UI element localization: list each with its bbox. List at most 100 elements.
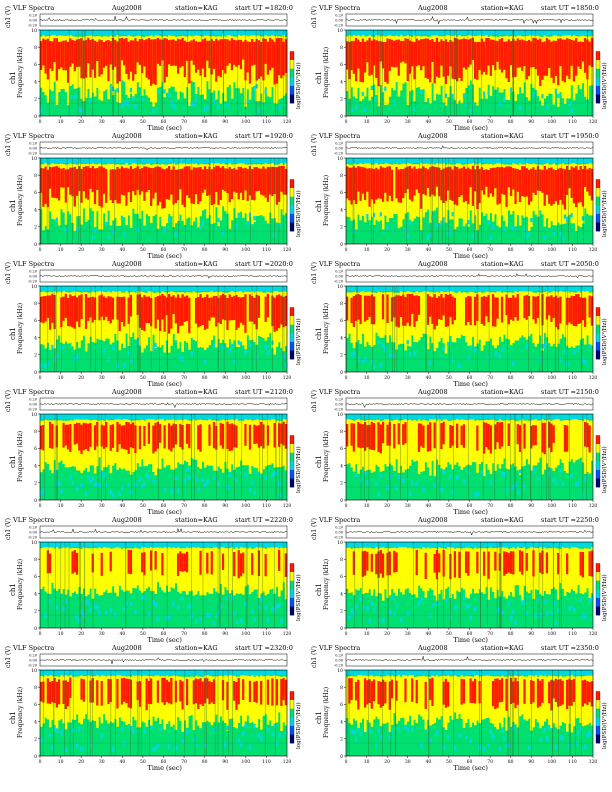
- colorbar-segment: [596, 717, 600, 727]
- spectrogram-mark: [75, 168, 79, 196]
- colorbar-segment: [290, 563, 294, 573]
- spectrogram-mark: [75, 354, 79, 360]
- spectrogram-mark: [141, 38, 144, 73]
- spectrogram-mark: [494, 551, 497, 571]
- spectrogram-mark: [435, 297, 439, 326]
- spectrogram-mark: [170, 548, 173, 588]
- spectrogram-upper-band: [40, 158, 287, 164]
- spectrogram-mark: [159, 295, 162, 332]
- time-tick-label: 120: [589, 759, 598, 765]
- spectrogram-mark: [170, 425, 173, 452]
- spectrogram-mark: [284, 679, 288, 706]
- spectrogram-mark: [420, 676, 423, 717]
- spectrogram-mark: [532, 468, 535, 473]
- spectrogram-mark: [147, 38, 151, 80]
- spectrogram-mark: [366, 40, 369, 63]
- spectrogram-mark: [444, 419, 448, 468]
- spectrogram-panel-4: VLF Spectra Aug2008 station=KAG start UT = 1…: [306, 132, 612, 260]
- freq-tick-label: 6: [34, 702, 37, 708]
- spectrogram-mark: [590, 168, 594, 201]
- spectrogram-mark: [71, 480, 74, 485]
- colorbar-segment: [596, 563, 600, 573]
- spectrogram-mark: [388, 610, 392, 615]
- spectrogram-mark: [217, 420, 220, 467]
- freq-tick-label: 6: [340, 702, 343, 708]
- panel-station: station=KAG: [481, 4, 524, 12]
- spectrogram-mark: [467, 676, 470, 719]
- spectrogram-mark: [109, 41, 113, 65]
- panel-month: Aug2008: [418, 644, 448, 652]
- ch-tick-label: -0.20: [28, 24, 37, 28]
- spectrogram-mark: [212, 620, 216, 625]
- spectrogram-mark: [465, 168, 468, 201]
- time-tick-label: 0: [39, 503, 42, 509]
- panel-title: VLF Spectra: [319, 132, 361, 140]
- spectrogram-mark: [586, 423, 589, 448]
- timeseries-line: [345, 15, 594, 25]
- spectrogram-mark: [44, 613, 48, 619]
- colorbar-segment: [596, 94, 600, 104]
- spectrogram-mark: [361, 424, 365, 448]
- spectrogram-mark: [84, 491, 88, 496]
- spectrogram-mark: [379, 550, 383, 574]
- spectrogram-mark: [203, 420, 207, 468]
- spectrogram-mark: [233, 675, 236, 728]
- spectrogram-mark: [393, 676, 396, 714]
- spectrogram-mark: [476, 675, 479, 721]
- spectrogram-mark: [494, 167, 497, 189]
- spectrogram-mark: [127, 102, 131, 107]
- spectrogram-mark: [264, 38, 268, 64]
- timeseries-frame: [345, 269, 594, 283]
- spectrogram-mark: [543, 727, 547, 732]
- spectrogram-mark: [123, 296, 126, 327]
- spectrogram-mark: [170, 488, 173, 493]
- spectrogram-mark: [105, 169, 108, 203]
- spectrogram-mark: [451, 296, 455, 325]
- colorbar-frame: [595, 563, 601, 616]
- spectrogram-mark: [42, 424, 45, 451]
- spectrogram-mark: [557, 419, 560, 466]
- panel-start-time: 1920:0: [270, 132, 293, 140]
- spectrogram-mark: [381, 41, 385, 69]
- spectrogram-mark: [384, 86, 387, 91]
- spectrogram-mark: [257, 471, 261, 477]
- timeseries-frame: [39, 269, 288, 283]
- spectrogram-mark: [514, 548, 517, 586]
- spectrogram-mark: [57, 167, 61, 201]
- spectrogram-mark: [147, 680, 151, 704]
- spectrogram-mark: [498, 102, 502, 107]
- spectrogram-mark: [273, 547, 277, 594]
- spectrogram-mark: [172, 547, 176, 589]
- spectrogram-mark: [532, 37, 535, 67]
- spectrogram-mark: [456, 292, 459, 338]
- spectrogram-mark: [469, 419, 473, 466]
- spectrogram-mark: [237, 166, 241, 200]
- freq-axis-channel-label: ch1: [315, 327, 323, 340]
- time-tick-label: 100: [548, 119, 557, 125]
- spectrogram-mark: [66, 164, 70, 212]
- spectrogram-mark: [105, 610, 108, 615]
- spectrogram-mark: [66, 424, 70, 450]
- spectrogram-mark: [125, 291, 128, 334]
- spectrogram-mark: [138, 477, 142, 482]
- spectrogram-mark: [420, 89, 423, 94]
- spectrogram-mark: [465, 39, 468, 70]
- spectrogram-mark: [491, 419, 495, 464]
- spectrogram-mark: [487, 675, 491, 718]
- spectrogram-mark: [354, 604, 358, 609]
- spectrogram-mark: [185, 467, 189, 473]
- spectrogram-mark: [273, 297, 277, 332]
- panel-start-label: start UT =: [235, 4, 270, 12]
- spectrogram-mark: [278, 223, 281, 228]
- spectrogram-mark: [284, 295, 288, 327]
- spectrogram-mark: [505, 678, 508, 711]
- spectrogram-mark: [516, 490, 520, 495]
- spectrogram-mark: [359, 166, 363, 201]
- spectrogram-mark: [482, 296, 486, 326]
- spectrogram-mark: [96, 482, 99, 487]
- colorbar-segment: [596, 213, 600, 223]
- spectrogram-mark: [575, 482, 578, 487]
- spectrogram-mark: [237, 420, 241, 467]
- ch-tick-label: 0.20: [29, 14, 37, 18]
- panel-start-label: start UT =: [235, 132, 270, 140]
